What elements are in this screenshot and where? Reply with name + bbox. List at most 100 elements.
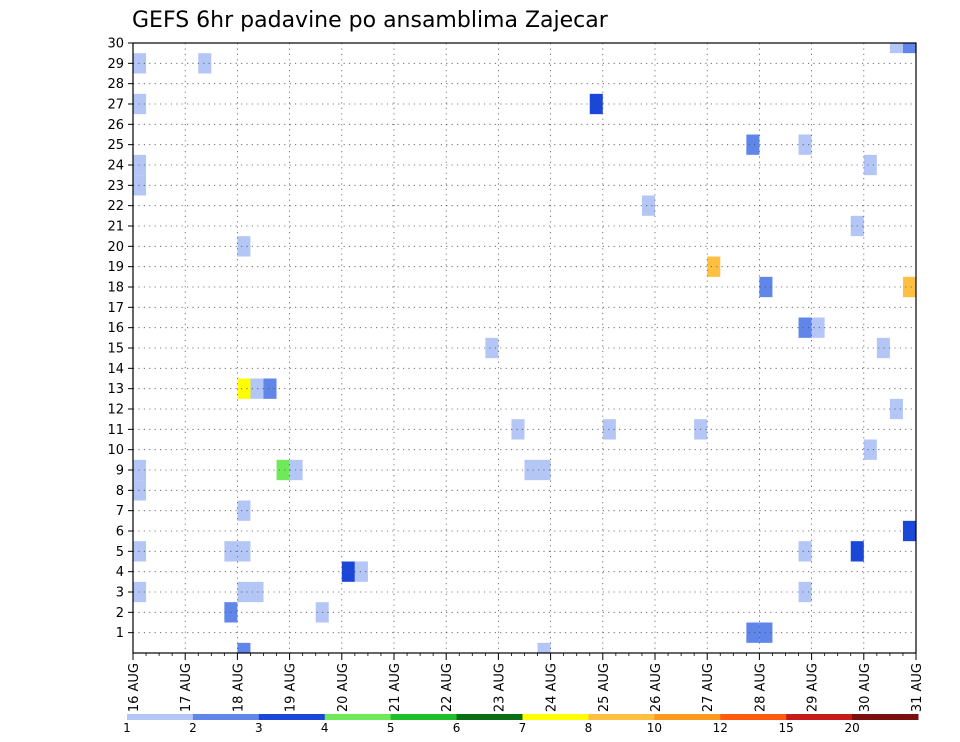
data-cell bbox=[876, 337, 890, 359]
y-tick-label: 1 bbox=[116, 626, 124, 641]
data-cell bbox=[237, 236, 251, 257]
data-cell bbox=[511, 419, 525, 440]
y-tick-label: 8 bbox=[116, 484, 124, 499]
colorbar-tick-label: 4 bbox=[321, 721, 329, 735]
colorbar-swatch bbox=[852, 714, 919, 720]
x-axis: 16 AUG 17 AUG 18 AUG 19 AUG 20 AUG 21 AUG 22 A… bbox=[127, 653, 925, 712]
data-cell bbox=[902, 520, 916, 542]
colorbar-tick-label: 15 bbox=[779, 721, 794, 735]
x-tick-label: 18 AUG bbox=[231, 663, 246, 712]
colorbar-swatch bbox=[258, 714, 326, 720]
x-tick-label: 27 AUG bbox=[701, 663, 716, 712]
data-cell bbox=[863, 154, 877, 176]
data-cell bbox=[250, 378, 264, 399]
y-tick-label: 7 bbox=[116, 504, 124, 519]
x-tick-label: 17 AUG bbox=[179, 663, 194, 712]
y-tick-label: 13 bbox=[107, 382, 124, 397]
y-tick-label: 20 bbox=[107, 240, 124, 255]
data-cell bbox=[237, 500, 251, 521]
x-tick-label: 30 AUG bbox=[858, 663, 873, 712]
y-tick-label: 23 bbox=[107, 179, 124, 194]
data-cells bbox=[133, 43, 916, 653]
data-cell bbox=[524, 459, 538, 481]
colorbar-tick-label: 2 bbox=[189, 721, 197, 735]
y-tick-label: 27 bbox=[107, 98, 124, 113]
y-tick-label: 5 bbox=[116, 545, 124, 560]
y-tick-label: 18 bbox=[107, 281, 124, 296]
data-cell bbox=[889, 398, 903, 420]
x-tick-label: 24 AUG bbox=[545, 663, 560, 712]
colorbar-swatch bbox=[786, 714, 853, 720]
x-tick-label: 29 AUG bbox=[806, 663, 821, 712]
y-tick-label: 2 bbox=[116, 606, 124, 621]
data-cell bbox=[798, 581, 812, 603]
colorbar-tick-label: 10 bbox=[647, 721, 662, 735]
y-tick-label: 22 bbox=[107, 199, 124, 214]
y-tick-label: 29 bbox=[107, 57, 124, 72]
data-cell bbox=[263, 378, 277, 399]
data-cell bbox=[237, 642, 251, 653]
x-tick-label: 23 AUG bbox=[492, 663, 507, 712]
data-cell bbox=[354, 561, 368, 582]
y-axis: 1234567891011121314151617181920212223242… bbox=[107, 37, 133, 641]
y-tick-label: 17 bbox=[107, 301, 124, 316]
data-cell bbox=[811, 317, 825, 338]
data-cell bbox=[746, 134, 760, 155]
x-tick-label: 28 AUG bbox=[753, 663, 768, 712]
y-tick-label: 19 bbox=[107, 260, 124, 275]
x-tick-label: 26 AUG bbox=[649, 663, 664, 712]
y-tick-label: 28 bbox=[107, 77, 124, 92]
data-cell bbox=[902, 276, 916, 298]
data-cell bbox=[798, 134, 812, 155]
data-cell bbox=[537, 642, 551, 653]
colorbar-swatch bbox=[324, 714, 392, 720]
grid-lines bbox=[133, 42, 916, 653]
colorbar-tick-label: 1 bbox=[123, 721, 131, 735]
y-tick-label: 26 bbox=[107, 118, 124, 133]
colorbar-swatch bbox=[522, 714, 589, 720]
y-tick-label: 4 bbox=[116, 565, 124, 580]
y-tick-label: 12 bbox=[107, 403, 124, 418]
y-tick-label: 10 bbox=[107, 443, 124, 458]
y-tick-label: 16 bbox=[107, 321, 124, 336]
x-tick-label: 31 AUG bbox=[910, 663, 925, 712]
colorbar-swatch bbox=[654, 714, 721, 720]
data-cell bbox=[798, 541, 812, 562]
y-tick-label: 3 bbox=[116, 586, 124, 601]
colorbar-tick-label: 8 bbox=[585, 721, 593, 735]
data-cell bbox=[237, 581, 251, 603]
data-cell bbox=[198, 53, 212, 74]
data-cell bbox=[276, 459, 290, 481]
y-tick-label: 15 bbox=[107, 342, 124, 357]
y-tick-label: 6 bbox=[116, 525, 124, 540]
colorbar-swatch bbox=[390, 714, 458, 720]
y-tick-label: 9 bbox=[116, 464, 124, 479]
y-tick-label: 21 bbox=[107, 220, 124, 235]
colorbar-tick-label: 7 bbox=[519, 721, 527, 735]
y-tick-label: 30 bbox=[107, 37, 124, 52]
data-cell bbox=[589, 93, 603, 115]
data-cell bbox=[863, 439, 877, 460]
data-cell bbox=[237, 378, 251, 399]
colorbar-swatch bbox=[720, 714, 787, 720]
y-tick-label: 14 bbox=[107, 362, 124, 377]
data-cell bbox=[902, 43, 916, 54]
colorbar-tick-label: 6 bbox=[453, 721, 461, 735]
x-tick-label: 22 AUG bbox=[440, 663, 455, 712]
data-cell bbox=[798, 317, 812, 338]
data-cell bbox=[341, 561, 355, 582]
data-cell bbox=[237, 541, 251, 562]
y-tick-label: 11 bbox=[107, 423, 124, 438]
data-cell bbox=[250, 581, 264, 603]
colorbar-swatch bbox=[456, 714, 523, 720]
x-tick-label: 25 AUG bbox=[597, 663, 612, 712]
colorbar-tick-label: 20 bbox=[844, 721, 859, 735]
colorbar-tick-label: 12 bbox=[713, 721, 728, 735]
chart-title: GEFS 6hr padavine po ansamblima Zajecar bbox=[132, 8, 609, 33]
data-cell bbox=[746, 622, 760, 643]
x-tick-label: 20 AUG bbox=[336, 663, 351, 712]
colorbar: 1 2 3 4 5 6 7 8 10 12 15 20 bbox=[123, 714, 919, 735]
data-cell bbox=[889, 43, 903, 54]
colorbar-swatch bbox=[192, 714, 260, 720]
